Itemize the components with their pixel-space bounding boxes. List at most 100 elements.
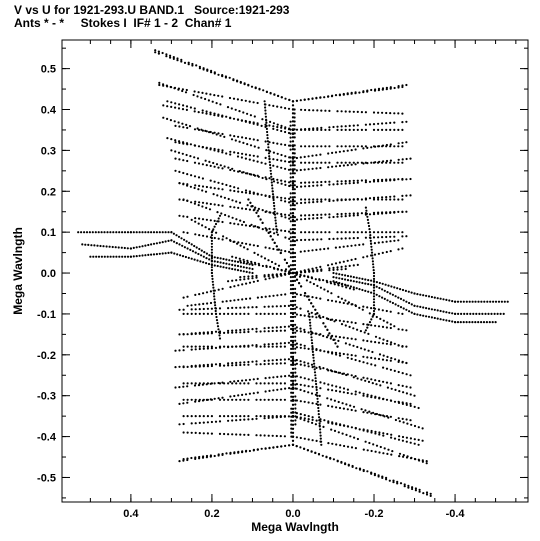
uv-point-conjugate bbox=[310, 311, 313, 314]
uv-point bbox=[225, 237, 228, 240]
uv-point bbox=[237, 298, 240, 301]
uv-point bbox=[416, 313, 419, 316]
uv-point-conjugate bbox=[358, 243, 361, 246]
uv-point-conjugate bbox=[291, 212, 295, 215]
uv-point bbox=[212, 286, 215, 289]
uv-point bbox=[223, 196, 226, 199]
uv-point bbox=[205, 454, 209, 458]
uv-point-conjugate bbox=[340, 161, 343, 164]
uv-point-conjugate bbox=[385, 88, 388, 91]
uv-point-conjugate bbox=[178, 333, 181, 336]
uv-point bbox=[317, 452, 321, 456]
uv-point-conjugate bbox=[289, 300, 293, 303]
uv-point-conjugate bbox=[229, 117, 232, 120]
uv-point bbox=[202, 255, 205, 258]
uv-point bbox=[293, 112, 296, 115]
uv-point bbox=[402, 455, 405, 458]
uv-point bbox=[210, 432, 213, 435]
uv-point bbox=[238, 110, 241, 113]
uv-point-conjugate bbox=[364, 198, 367, 201]
uv-point-conjugate bbox=[291, 287, 295, 291]
uv-point bbox=[293, 196, 296, 199]
uv-point-conjugate bbox=[356, 437, 359, 441]
uv-point bbox=[242, 141, 245, 144]
uv-point bbox=[327, 369, 330, 372]
uv-point-conjugate bbox=[229, 395, 232, 398]
uv-point-conjugate bbox=[340, 198, 343, 201]
uv-point bbox=[372, 292, 376, 295]
uv-point-conjugate bbox=[233, 380, 236, 383]
uv-point bbox=[179, 254, 182, 257]
uv-point bbox=[303, 314, 306, 317]
uv-point bbox=[176, 57, 179, 60]
uv-point bbox=[206, 415, 209, 418]
uv-point bbox=[348, 264, 351, 267]
uv-point bbox=[312, 353, 315, 356]
uv-point-conjugate bbox=[280, 375, 283, 378]
uv-point bbox=[425, 294, 428, 297]
uv-point-conjugate bbox=[381, 128, 384, 131]
uv-point-conjugate bbox=[417, 443, 420, 446]
uv-point-conjugate bbox=[320, 161, 323, 164]
uv-point-conjugate bbox=[290, 371, 293, 374]
uv-point bbox=[405, 329, 408, 332]
uv-point bbox=[170, 101, 173, 104]
uv-point-conjugate bbox=[182, 349, 185, 352]
uv-point-conjugate bbox=[280, 229, 283, 232]
uv-point bbox=[268, 155, 271, 158]
uv-point bbox=[312, 359, 315, 362]
uv-point bbox=[244, 189, 248, 192]
uv-point bbox=[247, 382, 250, 385]
uv-point-conjugate bbox=[311, 97, 314, 100]
uv-point-conjugate bbox=[267, 343, 270, 346]
uv-point bbox=[385, 235, 388, 239]
uv-point bbox=[361, 277, 364, 280]
uv-point bbox=[354, 375, 357, 378]
uv-point bbox=[194, 382, 197, 385]
uv-point bbox=[319, 367, 322, 370]
uv-point bbox=[354, 304, 357, 307]
uv-point-conjugate bbox=[340, 110, 343, 113]
uv-point bbox=[272, 180, 276, 183]
uv-point bbox=[427, 307, 431, 310]
uv-point bbox=[279, 362, 282, 365]
uv-point bbox=[295, 346, 298, 349]
uv-point bbox=[261, 176, 264, 180]
uv-point-conjugate bbox=[209, 113, 212, 116]
uv-point-conjugate bbox=[209, 130, 212, 134]
uv-point bbox=[234, 108, 237, 111]
uv-point bbox=[126, 255, 130, 258]
uv-point bbox=[170, 239, 173, 242]
uv-point bbox=[409, 437, 412, 440]
uv-point bbox=[284, 293, 287, 296]
uv-point bbox=[204, 159, 207, 162]
y-tick-label: 0.0 bbox=[41, 268, 56, 280]
uv-point bbox=[401, 345, 404, 348]
uv-point bbox=[405, 345, 408, 348]
uv-point-conjugate bbox=[381, 211, 384, 214]
uv-point bbox=[344, 215, 347, 218]
uv-point bbox=[381, 296, 384, 299]
uv-point bbox=[269, 166, 272, 169]
uv-point bbox=[346, 274, 350, 278]
uv-point-conjugate bbox=[349, 404, 352, 407]
uv-point-conjugate bbox=[340, 231, 343, 234]
uv-point bbox=[385, 415, 389, 418]
uv-point-conjugate bbox=[288, 197, 291, 200]
uv-point bbox=[500, 300, 503, 303]
uv-point-conjugate bbox=[289, 144, 292, 147]
uv-point bbox=[263, 100, 266, 103]
uv-point bbox=[175, 234, 178, 237]
uv-point bbox=[354, 447, 357, 450]
uv-point bbox=[330, 263, 334, 266]
uv-point-conjugate bbox=[221, 188, 224, 191]
uv-point bbox=[255, 434, 258, 437]
uv-point bbox=[354, 426, 357, 430]
uv-point-conjugate bbox=[397, 438, 401, 441]
uv-point bbox=[397, 400, 400, 403]
uv-point bbox=[242, 111, 245, 114]
uv-point bbox=[346, 164, 349, 167]
uv-point bbox=[390, 453, 393, 456]
uv-point bbox=[399, 306, 403, 309]
uv-point bbox=[188, 125, 192, 128]
